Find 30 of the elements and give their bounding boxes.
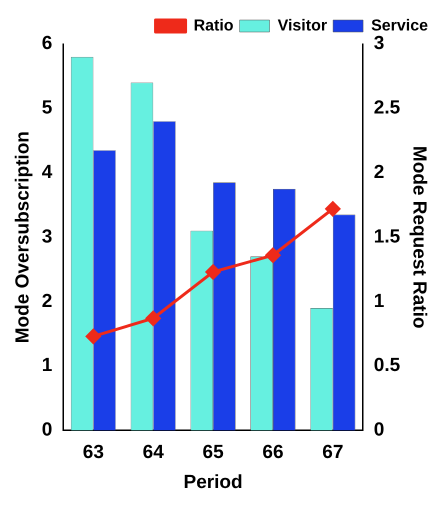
y2-tick-label: 0 bbox=[374, 420, 384, 441]
y2-tick-label: 2 bbox=[374, 162, 384, 184]
y-tick-label: 4 bbox=[42, 162, 53, 184]
legend-label: Ratio bbox=[194, 17, 234, 34]
x-tick-label: 65 bbox=[202, 442, 224, 464]
x-tick-label: 64 bbox=[142, 442, 164, 464]
point bbox=[265, 248, 280, 263]
y2-tick-label: 1.5 bbox=[374, 226, 401, 248]
legend-label: Service bbox=[371, 17, 428, 34]
y-tick-label: 3 bbox=[42, 226, 52, 248]
point bbox=[146, 310, 161, 326]
y2-tick-label: 1 bbox=[374, 290, 385, 312]
x-axis-title: Period bbox=[184, 472, 243, 493]
y-tick-label: 2 bbox=[42, 290, 52, 312]
y2-axis-title: Mode Request Ratio bbox=[408, 146, 430, 329]
y2-tick-label: 2.5 bbox=[374, 98, 401, 119]
legend-label: Visitor bbox=[278, 17, 328, 34]
y-tick-label: 6 bbox=[42, 33, 52, 54]
point bbox=[325, 201, 340, 216]
y-axis-title: Mode Oversubscription bbox=[12, 131, 34, 344]
x-tick-label: 63 bbox=[82, 442, 104, 464]
y-tick-label: 0 bbox=[42, 420, 52, 441]
point bbox=[206, 264, 221, 280]
y2-tick-label: 3 bbox=[374, 33, 384, 54]
y-tick-label: 5 bbox=[42, 98, 53, 119]
x-tick-label: 66 bbox=[262, 442, 284, 464]
y-tick-label: 1 bbox=[42, 355, 53, 376]
y2-tick-label: 0.5 bbox=[374, 355, 401, 376]
point bbox=[86, 328, 101, 344]
x-tick-label: 67 bbox=[322, 442, 344, 464]
